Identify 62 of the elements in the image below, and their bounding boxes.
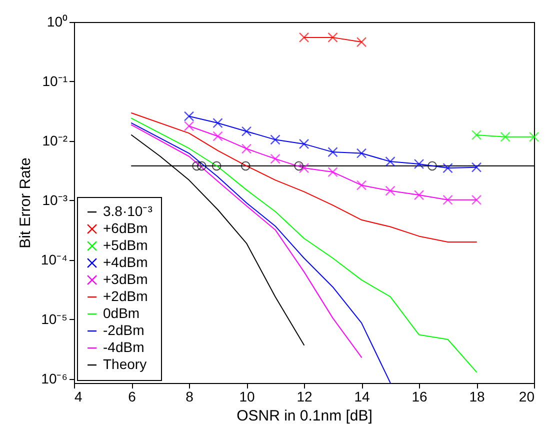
- point: [328, 166, 338, 178]
- legend-label: 3.8·10⁻³: [103, 203, 153, 219]
- point: [270, 154, 280, 164]
- legend-label: -4dBm: [103, 339, 144, 355]
- legend-label: 0dBm: [103, 305, 140, 321]
- point: [385, 156, 396, 167]
- y-tick-label: 10⁻²: [42, 132, 68, 148]
- point: [414, 158, 424, 170]
- point: [212, 118, 223, 128]
- point: [442, 162, 453, 174]
- legend-label: +5dBm: [103, 237, 148, 253]
- point: [212, 161, 222, 171]
- point: [428, 161, 437, 171]
- point: [471, 162, 482, 172]
- point: [241, 126, 252, 136]
- point: [328, 32, 338, 43]
- x-tick-label: 10: [239, 388, 255, 404]
- point: [192, 161, 202, 171]
- point: [241, 144, 252, 154]
- point: [471, 130, 482, 140]
- point: [356, 180, 367, 190]
- y-tick-label: 10⁻¹: [42, 72, 68, 89]
- point: [212, 131, 223, 142]
- point: [298, 162, 310, 174]
- point: [270, 134, 280, 145]
- point: [442, 194, 453, 205]
- x-tick-label: 12: [296, 388, 312, 404]
- legend-label: +2dBm: [103, 288, 148, 304]
- point: [328, 146, 338, 158]
- x-axis-title: OSNR in 0.1nm [dB]: [236, 408, 372, 424]
- legend-label: +3dBm: [103, 271, 148, 287]
- legend-label: Theory: [103, 356, 147, 372]
- point: [240, 161, 250, 171]
- y-tick-label: 10⁻⁴: [40, 251, 68, 268]
- point: [528, 132, 540, 142]
- point: [298, 32, 310, 43]
- x-tick-label: 20: [518, 388, 535, 404]
- x-tick-label: 4: [74, 388, 82, 404]
- x-tick-label: 16: [412, 388, 428, 404]
- point: [385, 186, 396, 196]
- point: [500, 132, 510, 142]
- y-tick-label: 10⁻⁶: [41, 370, 68, 386]
- point: [184, 120, 194, 132]
- y-axis-title: Bit Error Rate: [16, 158, 34, 248]
- point: [294, 161, 304, 171]
- point: [184, 111, 194, 122]
- y-tick-label: 10⁻⁵: [41, 310, 68, 327]
- x-tick-label: 6: [128, 388, 136, 404]
- point: [356, 36, 367, 48]
- x-tick-label: 14: [354, 388, 370, 404]
- legend-label: +6dBm: [103, 220, 148, 236]
- point: [298, 138, 310, 150]
- point: [356, 148, 367, 158]
- x-tick-label: 18: [469, 388, 485, 404]
- point: [471, 194, 482, 205]
- legend-label: -2dBm: [103, 322, 144, 338]
- x-tick-label: 8: [186, 388, 194, 404]
- legend-label: +4dBm: [103, 254, 148, 270]
- point: [196, 161, 206, 171]
- y-tick-label: 10⁻³: [42, 192, 68, 208]
- y-tick-label: 10⁰: [46, 14, 68, 30]
- point: [414, 190, 424, 200]
